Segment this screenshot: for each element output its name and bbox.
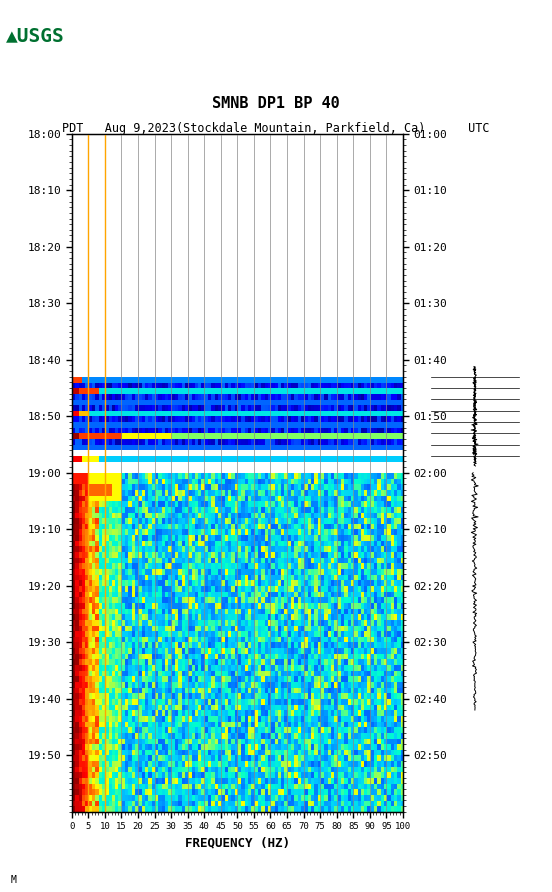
Text: M: M [11,875,17,885]
Text: ▲USGS: ▲USGS [6,26,64,45]
X-axis label: FREQUENCY (HZ): FREQUENCY (HZ) [185,837,290,850]
Text: PDT   Aug 9,2023(Stockdale Mountain, Parkfield, Ca)      UTC: PDT Aug 9,2023(Stockdale Mountain, Parkf… [62,122,490,136]
Text: SMNB DP1 BP 40: SMNB DP1 BP 40 [212,96,340,112]
